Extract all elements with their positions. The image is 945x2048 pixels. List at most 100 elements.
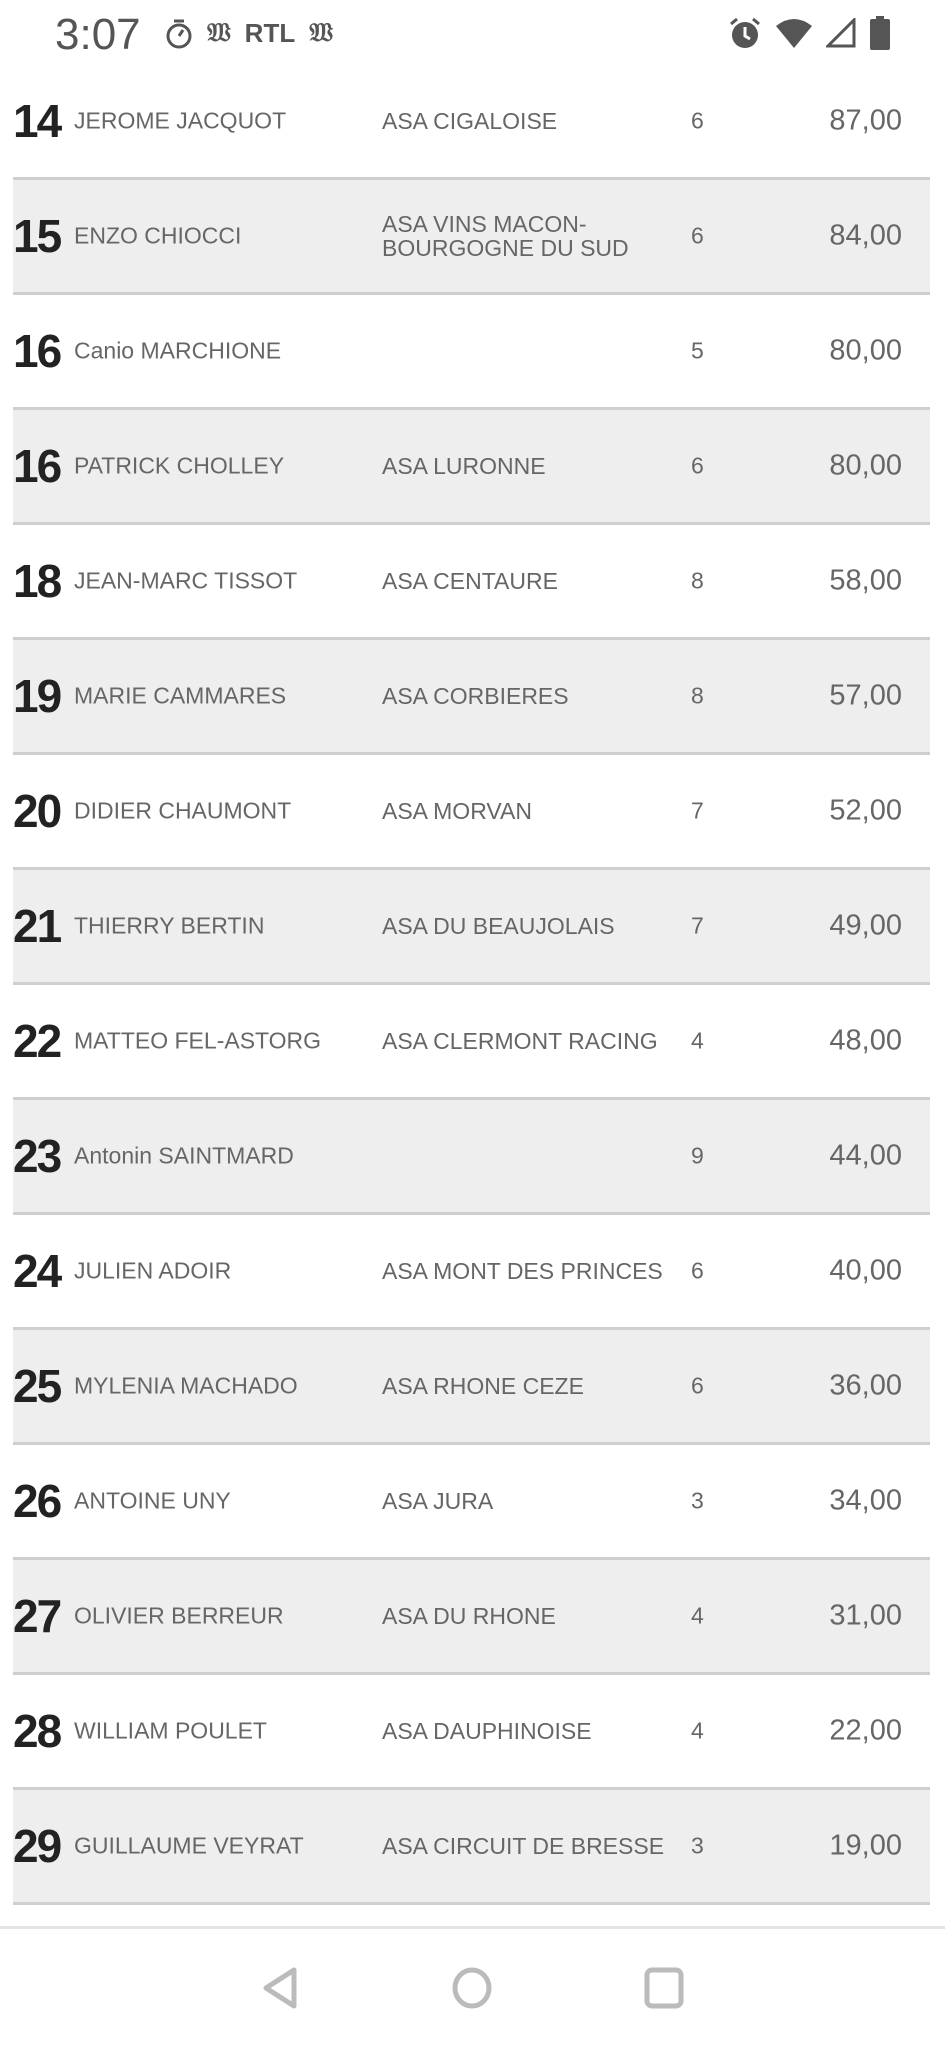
table-row[interactable]: 24 JULIEN ADOIR ASA MONT DES PRINCES 6 40,00 bbox=[13, 1215, 930, 1330]
rank: 24 bbox=[13, 1245, 62, 1297]
news-icon: 𝔚 bbox=[207, 18, 231, 48]
points: 87,00 bbox=[829, 104, 902, 137]
club: ASA DAUPHINOISE bbox=[382, 1718, 592, 1744]
table-row[interactable]: 26 ANTOINE UNY ASA JURA 3 34,00 bbox=[13, 1445, 930, 1560]
count: 8 bbox=[691, 567, 704, 594]
rank: 23 bbox=[13, 1130, 62, 1182]
table-row[interactable]: 14 JEROME JACQUOT ASA CIGALOISE 6 87,00 bbox=[13, 65, 930, 180]
alarm-icon bbox=[730, 17, 760, 48]
name: MARIE CAMMARES bbox=[74, 682, 287, 709]
table-row[interactable]: 15 ENZO CHIOCCI ASA VINS MACON- BOURGOGNE … bbox=[13, 180, 930, 295]
count: 4 bbox=[691, 1602, 704, 1629]
club: ASA VINS MACON- BOURGOGNE DU SUD bbox=[382, 211, 629, 261]
club: ASA CENTAURE bbox=[382, 568, 558, 594]
points: 49,00 bbox=[829, 909, 902, 942]
back-icon[interactable] bbox=[262, 1967, 300, 2009]
recents-icon[interactable] bbox=[644, 1967, 684, 2009]
name: MATTEO FEL-ASTORG bbox=[74, 1027, 322, 1054]
count: 7 bbox=[691, 912, 704, 939]
club: ASA MONT DES PRINCES bbox=[382, 1258, 663, 1284]
rank: 27 bbox=[13, 1590, 62, 1642]
rank: 22 bbox=[13, 1015, 62, 1067]
club: ASA CIRCUIT DE BRESSE bbox=[382, 1833, 665, 1859]
count: 7 bbox=[691, 797, 704, 824]
points: 19,00 bbox=[829, 1829, 902, 1862]
club: ASA DU RHONE bbox=[382, 1603, 556, 1629]
rank: 19 bbox=[13, 670, 62, 722]
name: PATRICK CHOLLEY bbox=[74, 452, 285, 479]
table-row[interactable]: 28 WILLIAM POULET ASA DAUPHINOISE 4 22,00 bbox=[13, 1675, 930, 1790]
club: ASA CIGALOISE bbox=[382, 108, 558, 134]
points: 34,00 bbox=[829, 1484, 902, 1517]
rank: 25 bbox=[13, 1360, 62, 1412]
points: 80,00 bbox=[829, 449, 902, 482]
points: 84,00 bbox=[829, 219, 902, 252]
count: 4 bbox=[691, 1717, 704, 1744]
rank: 15 bbox=[13, 210, 62, 262]
status-bar: 3:07 𝔚 RTL 𝔚 bbox=[0, 0, 945, 72]
wifi-icon bbox=[776, 19, 812, 48]
rank: 26 bbox=[13, 1475, 62, 1527]
club: ASA LURONNE bbox=[382, 453, 546, 479]
table-row[interactable]: 21 THIERRY BERTIN ASA DU BEAUJOLAIS 7 49,00 bbox=[13, 870, 930, 985]
points: 48,00 bbox=[829, 1024, 902, 1057]
navigation-bar bbox=[0, 1926, 945, 2048]
battery-icon bbox=[870, 16, 890, 50]
club: ASA CORBIERES bbox=[382, 683, 569, 709]
count: 6 bbox=[691, 1372, 704, 1399]
ranking-list: 14 JEROME JACQUOT ASA CIGALOISE 6 87,00 15 ENZ… bbox=[13, 65, 930, 1905]
name: WILLIAM POULET bbox=[74, 1717, 267, 1744]
rank: 21 bbox=[13, 900, 62, 952]
count: 6 bbox=[691, 1257, 704, 1284]
name: Canio MARCHIONE bbox=[74, 337, 282, 364]
points: 31,00 bbox=[829, 1599, 902, 1632]
table-row[interactable]: 18 JEAN-MARC TISSOT ASA CENTAURE 8 58,00 bbox=[13, 525, 930, 640]
name: OLIVIER BERREUR bbox=[74, 1602, 284, 1629]
rank: 16 bbox=[13, 325, 62, 377]
news-icon: 𝔚 bbox=[309, 18, 333, 48]
rank: 20 bbox=[13, 785, 62, 837]
table-row[interactable]: 19 MARIE CAMMARES ASA CORBIERES 8 57,00 bbox=[13, 640, 930, 755]
name: ANTOINE UNY bbox=[74, 1487, 231, 1514]
points: 22,00 bbox=[829, 1714, 902, 1747]
points: 36,00 bbox=[829, 1369, 902, 1402]
name: JULIEN ADOIR bbox=[74, 1257, 232, 1284]
count: 5 bbox=[691, 337, 704, 364]
table-row[interactable]: 23 Antonin SAINTMARD 9 44,00 bbox=[13, 1100, 930, 1215]
table-row[interactable]: 29 GUILLAUME VEYRAT ASA CIRCUIT DE BRESSE 3… bbox=[13, 1790, 930, 1905]
clock: 3:07 bbox=[55, 10, 141, 59]
table-row[interactable]: 22 MATTEO FEL-ASTORG ASA CLERMONT RACING 4 4… bbox=[13, 985, 930, 1100]
name: MYLENIA MACHADO bbox=[74, 1372, 298, 1399]
club: ASA JURA bbox=[382, 1488, 494, 1514]
name: GUILLAUME VEYRAT bbox=[74, 1832, 304, 1859]
name: ENZO CHIOCCI bbox=[74, 222, 242, 249]
club: ASA RHONE CEZE bbox=[382, 1373, 584, 1399]
count: 8 bbox=[691, 682, 704, 709]
table-row[interactable]: 20 DIDIER CHAUMONT ASA MORVAN 7 52,00 bbox=[13, 755, 930, 870]
rank: 18 bbox=[13, 555, 62, 607]
rtl-icon: RTL bbox=[244, 18, 296, 48]
count: 9 bbox=[691, 1142, 704, 1169]
points: 80,00 bbox=[829, 334, 902, 367]
name: JEROME JACQUOT bbox=[74, 107, 287, 134]
table-row[interactable]: 27 OLIVIER BERREUR ASA DU RHONE 4 31,00 bbox=[13, 1560, 930, 1675]
name: THIERRY BERTIN bbox=[74, 912, 265, 939]
count: 6 bbox=[691, 222, 704, 249]
club: ASA CLERMONT RACING bbox=[382, 1028, 658, 1054]
table-row[interactable]: 16 Canio MARCHIONE 5 80,00 bbox=[13, 295, 930, 410]
timer-icon bbox=[166, 19, 192, 48]
count: 4 bbox=[691, 1027, 704, 1054]
name: Antonin SAINTMARD bbox=[74, 1142, 294, 1169]
table-row[interactable]: 16 PATRICK CHOLLEY ASA LURONNE 6 80,00 bbox=[13, 410, 930, 525]
rank: 16 bbox=[13, 440, 62, 492]
count: 3 bbox=[691, 1487, 704, 1514]
points: 57,00 bbox=[829, 679, 902, 712]
name: DIDIER CHAUMONT bbox=[74, 797, 292, 824]
home-icon[interactable] bbox=[452, 1967, 492, 2009]
count: 3 bbox=[691, 1832, 704, 1859]
club: ASA MORVAN bbox=[382, 798, 532, 824]
table-row[interactable]: 25 MYLENIA MACHADO ASA RHONE CEZE 6 36,00 bbox=[13, 1330, 930, 1445]
count: 6 bbox=[691, 452, 704, 479]
points: 58,00 bbox=[829, 564, 902, 597]
points: 40,00 bbox=[829, 1254, 902, 1287]
